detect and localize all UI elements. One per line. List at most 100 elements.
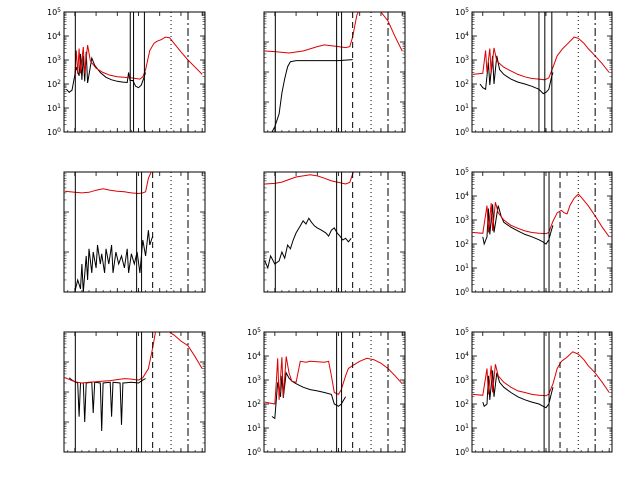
series-line-events (264, 217, 352, 270)
y-tick-label-base: 10 (47, 56, 57, 65)
y-tick-label: 100 (455, 287, 469, 297)
y-tick-label: 102 (47, 79, 61, 89)
y-tick-label-base: 10 (455, 80, 465, 89)
y-tick-label-base: 10 (455, 288, 465, 297)
y-tick-label: 102 (455, 399, 469, 409)
y-tick-label-base: 10 (455, 264, 465, 273)
y-tick-label-base: 10 (455, 192, 465, 201)
y-tick-label-base: 10 (455, 104, 465, 113)
y-tick-label: 105 (455, 167, 469, 177)
y-tick-label-base: 10 (455, 240, 465, 249)
series-line-lld (264, 12, 403, 54)
y-tick-label-exp: 3 (57, 55, 61, 62)
plot-frame (263, 171, 406, 293)
y-tick-label-exp: 0 (465, 287, 469, 294)
y-tick-label: 105 (455, 327, 469, 337)
y-tick-label-exp: 2 (465, 239, 469, 246)
y-tick-label-exp: 5 (465, 7, 469, 14)
series-line-events (74, 230, 154, 292)
y-tick-label-exp: 2 (257, 399, 261, 406)
y-tick-label: 103 (455, 375, 469, 385)
y-tick-label-exp: 3 (465, 215, 469, 222)
y-tick-label: 105 (247, 327, 261, 337)
y-tick-label-exp: 4 (257, 351, 261, 358)
y-tick-label: 103 (47, 55, 61, 65)
y-tick-label-base: 10 (455, 32, 465, 41)
y-tick-label-base: 10 (247, 448, 257, 457)
y-tick-label: 101 (455, 103, 469, 113)
y-tick-label: 103 (455, 215, 469, 225)
y-tick-label: 102 (455, 239, 469, 249)
series-line-lld (64, 172, 152, 195)
y-tick-label: 100 (47, 127, 61, 137)
y-tick-label-base: 10 (247, 352, 257, 361)
y-tick-label: 101 (247, 423, 261, 433)
y-tick-label-exp: 4 (57, 31, 61, 38)
y-tick-label-exp: 5 (257, 327, 261, 334)
y-tick-label-base: 10 (247, 376, 257, 385)
series-line-lld (264, 356, 403, 405)
y-tick-label: 101 (455, 423, 469, 433)
y-tick-label: 102 (455, 79, 469, 89)
series-line-events (271, 59, 353, 132)
plot-frame (263, 11, 406, 133)
plot-frame (63, 171, 206, 293)
y-tick-label-base: 10 (455, 168, 465, 177)
y-tick-label: 100 (247, 447, 261, 457)
chart-panel-4 (63, 171, 206, 293)
y-tick-label: 101 (455, 263, 469, 273)
y-tick-label-base: 10 (247, 400, 257, 409)
plot-frame (471, 171, 613, 293)
y-tick-label-exp: 3 (465, 55, 469, 62)
plot-frame (63, 331, 206, 453)
y-tick-label-exp: 2 (57, 79, 61, 86)
y-tick-label: 104 (455, 31, 469, 41)
series-line-lld (472, 193, 610, 238)
chart-panel-2 (263, 11, 406, 133)
y-tick-label: 100 (455, 447, 469, 457)
y-tick-label-exp: 4 (465, 351, 469, 358)
y-tick-label-base: 10 (47, 32, 57, 41)
series-line-lld (64, 332, 203, 384)
y-tick-label-base: 10 (247, 328, 257, 337)
y-tick-label: 103 (455, 55, 469, 65)
y-tick-label: 101 (47, 103, 61, 113)
y-tick-label-base: 10 (455, 376, 465, 385)
series-line-lld (472, 351, 610, 397)
plot-frame (263, 331, 406, 453)
y-tick-label-exp: 3 (465, 375, 469, 382)
series-line-lld (264, 172, 355, 185)
y-tick-label-base: 10 (47, 128, 57, 137)
y-tick-label-base: 10 (455, 128, 465, 137)
y-tick-label-exp: 1 (465, 103, 469, 110)
y-tick-label: 104 (455, 191, 469, 201)
y-tick-label-exp: 1 (465, 263, 469, 270)
y-tick-label-exp: 2 (465, 79, 469, 86)
y-tick-label-base: 10 (455, 352, 465, 361)
plot-frame (471, 11, 613, 133)
y-tick-label-base: 10 (455, 328, 465, 337)
y-tick-label: 102 (247, 399, 261, 409)
y-tick-label: 104 (47, 31, 61, 41)
y-tick-label-base: 10 (455, 400, 465, 409)
y-tick-label-exp: 3 (257, 375, 261, 382)
y-tick-label-exp: 0 (465, 447, 469, 454)
y-tick-label-exp: 2 (465, 399, 469, 406)
y-tick-label-exp: 0 (465, 127, 469, 134)
y-tick-label-exp: 1 (465, 423, 469, 430)
chart-panel-7 (63, 331, 206, 453)
chart-panel-5 (263, 171, 406, 293)
y-tick-label-exp: 1 (257, 423, 261, 430)
y-tick-label-exp: 5 (57, 7, 61, 14)
y-tick-label-exp: 0 (57, 127, 61, 134)
y-tick-label: 104 (455, 351, 469, 361)
y-tick-label-exp: 0 (257, 447, 261, 454)
plot-frame (63, 11, 206, 133)
y-tick-label-base: 10 (455, 424, 465, 433)
y-tick-label-base: 10 (47, 8, 57, 17)
series-line-events (68, 377, 146, 432)
